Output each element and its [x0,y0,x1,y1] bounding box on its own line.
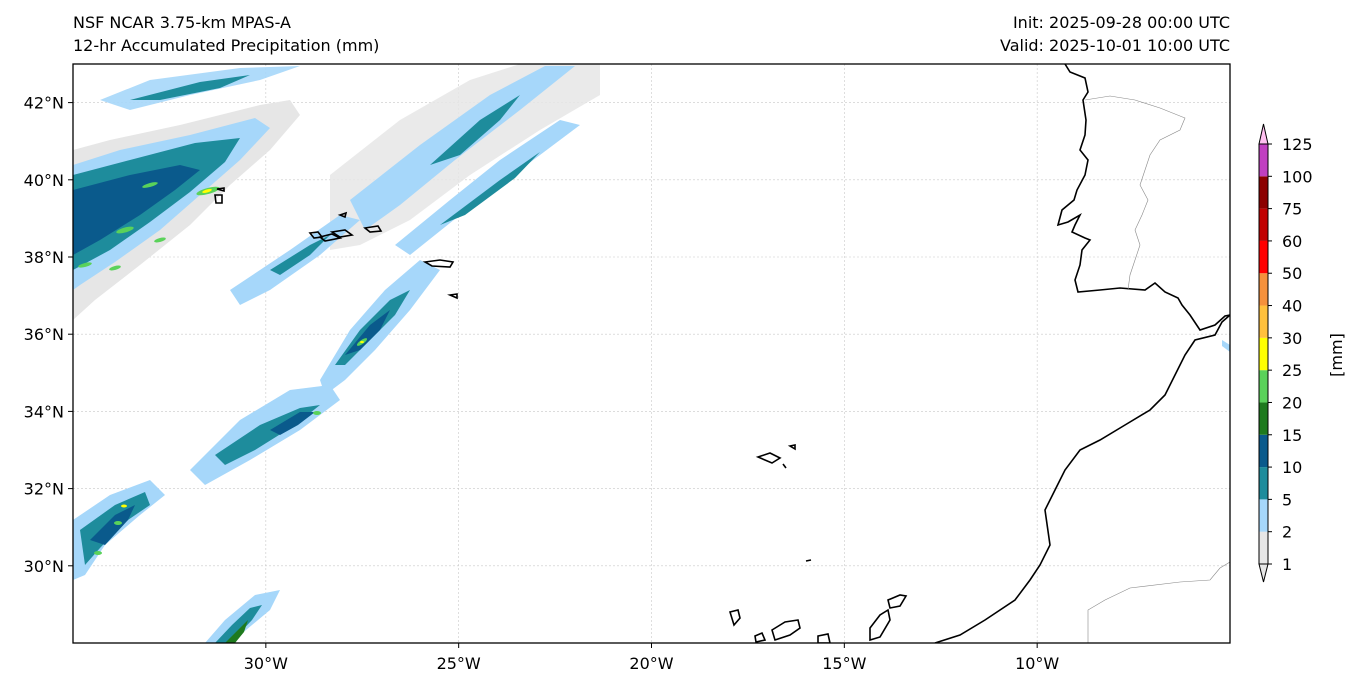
colorbar-tick-label: 40 [1282,297,1302,316]
colorbar-tick-label: 125 [1282,135,1313,154]
lat-tick-label: 30°N [24,557,64,576]
colorbar-tick-label: 25 [1282,361,1302,380]
colorbar-bin [1259,467,1268,500]
colorbar-bin [1259,402,1268,435]
colorbar-label: [mm] [1327,333,1346,377]
colorbar-bin [1259,370,1268,403]
colorbar-bin [1259,531,1268,564]
precip-band-northwest [73,66,300,320]
colorbar-bin [1259,337,1268,371]
precip-band-southwest [73,260,440,643]
africa-coastline [934,314,1230,643]
lon-tick-label: 15°W [822,654,866,673]
colorbar-tick-label: 60 [1282,232,1302,251]
colorbar-tick-label: 2 [1282,523,1292,542]
colorbar-tick-label: 30 [1282,329,1302,348]
colorbar-bin [1259,434,1268,468]
colorbar-bin [1259,240,1268,274]
colorbar-extend-min [1258,563,1269,583]
precip-band-north-central [230,64,600,305]
lat-tick-label: 38°N [24,248,64,267]
lat-tick-label: 42°N [24,94,64,113]
colorbar-bin [1259,208,1268,241]
model-title: NSF NCAR 3.75-km MPAS-A [73,13,291,32]
canary-islands [728,594,908,643]
lat-tick-label: 32°N [24,480,64,499]
longitude-axis: 30°W 25°W 20°W 15°W 10°W [244,643,1059,673]
colorbar-bin [1259,144,1268,177]
lon-tick-label: 10°W [1015,654,1059,673]
lat-tick-label: 34°N [24,402,64,421]
lat-tick-label: 36°N [24,325,64,344]
colorbar-extend-max [1258,123,1269,145]
colorbar-bin [1259,273,1268,306]
colorbar-tick-label: 50 [1282,264,1302,283]
colorbar-tick-label: 75 [1282,200,1302,219]
map-area [73,64,1230,643]
colorbar-tick-label: 15 [1282,426,1302,445]
lon-tick-label: 30°W [244,654,288,673]
colorbar-tick-label: 10 [1282,458,1302,477]
field-title: 12-hr Accumulated Precipitation (mm) [73,36,380,55]
lat-tick-label: 40°N [24,171,64,190]
init-time: Init: 2025-09-28 00:00 UTC [1012,13,1230,32]
colorbar-tick-label: 100 [1282,167,1313,186]
colorbar-tick-label: 20 [1282,393,1302,412]
colorbar-bin [1259,305,1268,338]
iberia-coastline [1056,64,1230,331]
madeira-islands [755,444,812,562]
lon-tick-label: 25°W [437,654,481,673]
valid-time: Valid: 2025-10-01 10:00 UTC [999,36,1230,55]
colorbar-tick-label: 5 [1282,490,1292,509]
lon-tick-label: 20°W [629,654,673,673]
colorbar-outline [1258,143,1269,565]
latitude-axis: 42°N 40°N 38°N 36°N 34°N 32°N 30°N [24,94,73,576]
colorbar-bin [1259,176,1268,209]
colorbar-bin [1259,499,1268,532]
colorbar-tick-label: 1 [1282,555,1292,574]
azores-islands [214,187,458,300]
